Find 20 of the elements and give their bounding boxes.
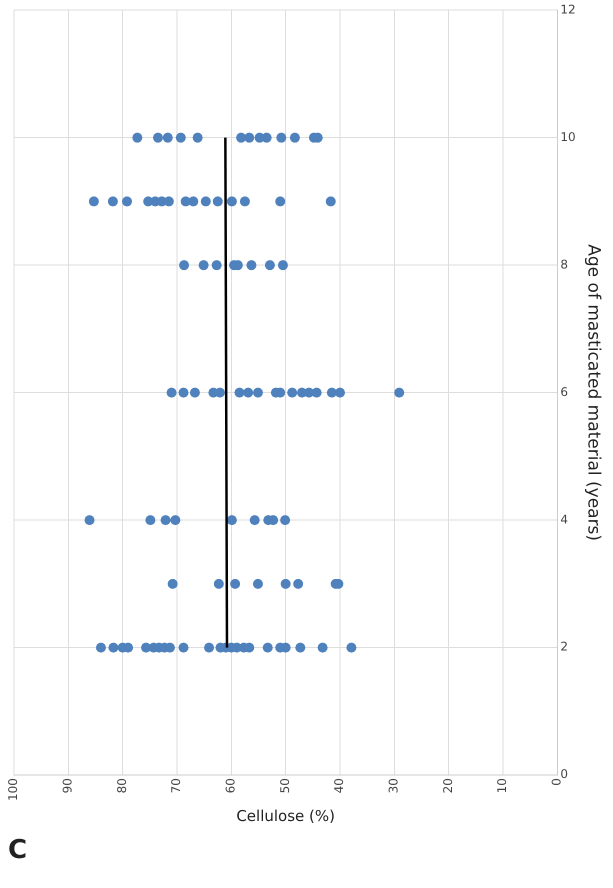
text: C <box>8 835 28 865</box>
y-tick-label: 12 <box>560 2 576 16</box>
x-tick-label: 30 <box>386 778 400 794</box>
x-tick-label: 70 <box>169 778 184 794</box>
y-tick-label: 4 <box>560 512 568 526</box>
x-tick-label: 20 <box>440 778 455 794</box>
x-tick-label: 50 <box>278 778 292 794</box>
y-tick-label: 10 <box>560 130 576 144</box>
y-tick-label: 8 <box>560 257 568 272</box>
y-tick-label: 0 <box>560 767 568 782</box>
y-axis-title: Age of masticated material (years) <box>583 244 604 542</box>
y-tick-label: 2 <box>560 640 568 654</box>
x-tick-label: 10 <box>495 778 510 794</box>
x-tick-label: 40 <box>332 778 346 794</box>
x-tick-label: 60 <box>223 778 238 794</box>
x-tick-label: 90 <box>60 778 74 794</box>
x-tick-label: 80 <box>114 778 129 794</box>
x-axis-title: Cellulose (%) <box>236 806 335 825</box>
y-tick-label: 6 <box>560 384 568 399</box>
x-tick-label: 100 <box>6 778 20 801</box>
